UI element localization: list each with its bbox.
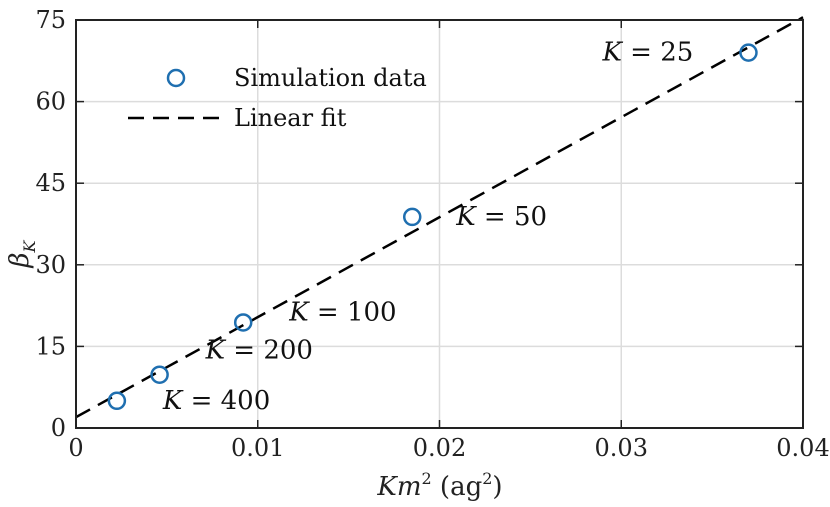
x-tick-label: 0.04	[776, 434, 829, 462]
legend-marker-simulation	[166, 68, 186, 88]
legend-label-simulation: Simulation data	[234, 64, 427, 92]
data-point	[150, 365, 169, 384]
x-tick-label: 0	[68, 434, 83, 462]
linear-fit-layer	[75, 16, 804, 419]
data-point	[107, 391, 127, 411]
axis-ticks: 0 0.01 0.02 0.03 0.04 0 15 30 45 60 75	[35, 6, 829, 462]
y-tick-label: 75	[35, 6, 66, 34]
data-points-layer	[107, 43, 758, 411]
legend-label-fit: Linear fit	[234, 104, 347, 132]
legend: Simulation data Linear fit	[128, 64, 427, 132]
x-tick-label: 0.02	[413, 434, 466, 462]
data-point-label: K = 200	[205, 336, 313, 366]
annotations-layer: K = 400 K = 200 K = 100 K = 50 K = 25	[162, 38, 693, 416]
data-point	[739, 43, 758, 62]
y-axis-label: βK	[5, 239, 39, 268]
y-tick-label: 15	[35, 332, 66, 360]
x-axis-label: Km2 (ag2)	[376, 469, 502, 502]
y-tick-label: 30	[35, 251, 66, 279]
y-tick-label: 0	[51, 414, 66, 442]
data-point	[402, 207, 422, 227]
data-point-label: K = 50	[455, 202, 547, 232]
x-tick-label: 0.01	[231, 434, 284, 462]
linear-fit-line	[75, 16, 804, 419]
grid-lines	[75, 19, 804, 429]
y-tick-label: 45	[35, 169, 66, 197]
y-tick-label: 60	[35, 88, 66, 116]
data-point-label: K = 25	[601, 38, 693, 68]
data-point	[233, 313, 253, 332]
data-point-label: K = 400	[162, 386, 270, 416]
x-tick-label: 0.03	[595, 434, 648, 462]
data-point-label: K = 100	[288, 297, 396, 327]
